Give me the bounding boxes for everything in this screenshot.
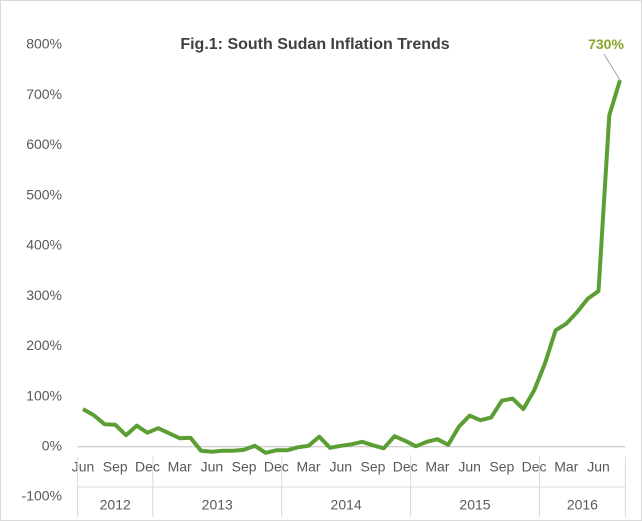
year-label: 2013 xyxy=(202,497,233,513)
year-label: 2015 xyxy=(459,497,490,513)
y-tick-label: 0% xyxy=(42,437,62,453)
x-tick-label: Jun xyxy=(587,459,610,475)
x-tick-label: Jun xyxy=(458,459,481,475)
y-tick-label: 700% xyxy=(26,86,62,102)
x-tick-label: Mar xyxy=(168,459,192,475)
x-tick-label: Sep xyxy=(361,459,386,475)
x-tick-label: Jun xyxy=(72,459,95,475)
line-series xyxy=(82,79,622,455)
y-tick-label: -100% xyxy=(22,488,62,504)
year-label: 2012 xyxy=(100,497,131,513)
x-tick-label: Sep xyxy=(232,459,257,475)
leader-line xyxy=(603,53,621,81)
y-tick-label: 600% xyxy=(26,136,62,152)
y-tick-label: 300% xyxy=(26,287,62,303)
y-tick-label: 800% xyxy=(26,36,62,52)
year-label: 2016 xyxy=(567,497,598,513)
x-tick-label: Mar xyxy=(425,459,449,475)
x-tick-label: Sep xyxy=(489,459,514,475)
chart-title: Fig.1: South Sudan Inflation Trends xyxy=(180,36,449,53)
x-tick-label: Mar xyxy=(296,459,320,475)
y-tick-label: 400% xyxy=(26,237,62,253)
x-tick-label: Dec xyxy=(522,459,547,475)
x-tick-label: Jun xyxy=(329,459,352,475)
y-tick-label: 500% xyxy=(26,186,62,202)
x-tick-label: Mar xyxy=(554,459,578,475)
x-tick-label: Dec xyxy=(135,459,160,475)
y-tick-label: 200% xyxy=(26,337,62,353)
x-tick-label: Sep xyxy=(103,459,128,475)
data-label: 730% xyxy=(588,36,624,52)
year-label: 2014 xyxy=(331,497,362,513)
x-tick-label: Dec xyxy=(393,459,418,475)
x-tick-label: Dec xyxy=(264,459,289,475)
y-tick-label: 100% xyxy=(26,387,62,403)
x-tick-label: Jun xyxy=(201,459,224,475)
